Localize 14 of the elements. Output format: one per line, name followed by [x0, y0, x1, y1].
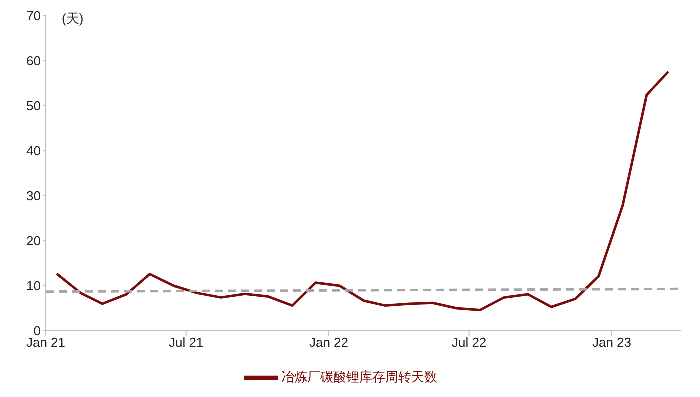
y-tick-label: 50 [26, 98, 41, 114]
x-tick-label: Jul 22 [452, 335, 487, 350]
y-axis-title: (天) [62, 10, 84, 28]
x-tick-label: Jul 21 [168, 335, 204, 350]
y-tick-label: 60 [26, 54, 41, 69]
y-tick-label: 30 [26, 188, 41, 204]
y-tick-label: 40 [26, 144, 41, 159]
y-tick-label: 20 [26, 234, 41, 249]
y-tick-label: 70 [26, 8, 41, 24]
line-series [56, 70, 670, 312]
legend-label: 冶炼厂碳酸锂库存周转天数 [282, 369, 438, 384]
x-tick-label: Jan 22 [309, 335, 349, 350]
y-tick-label: 10 [26, 278, 41, 294]
x-tick-label: Jan 23 [592, 335, 632, 350]
